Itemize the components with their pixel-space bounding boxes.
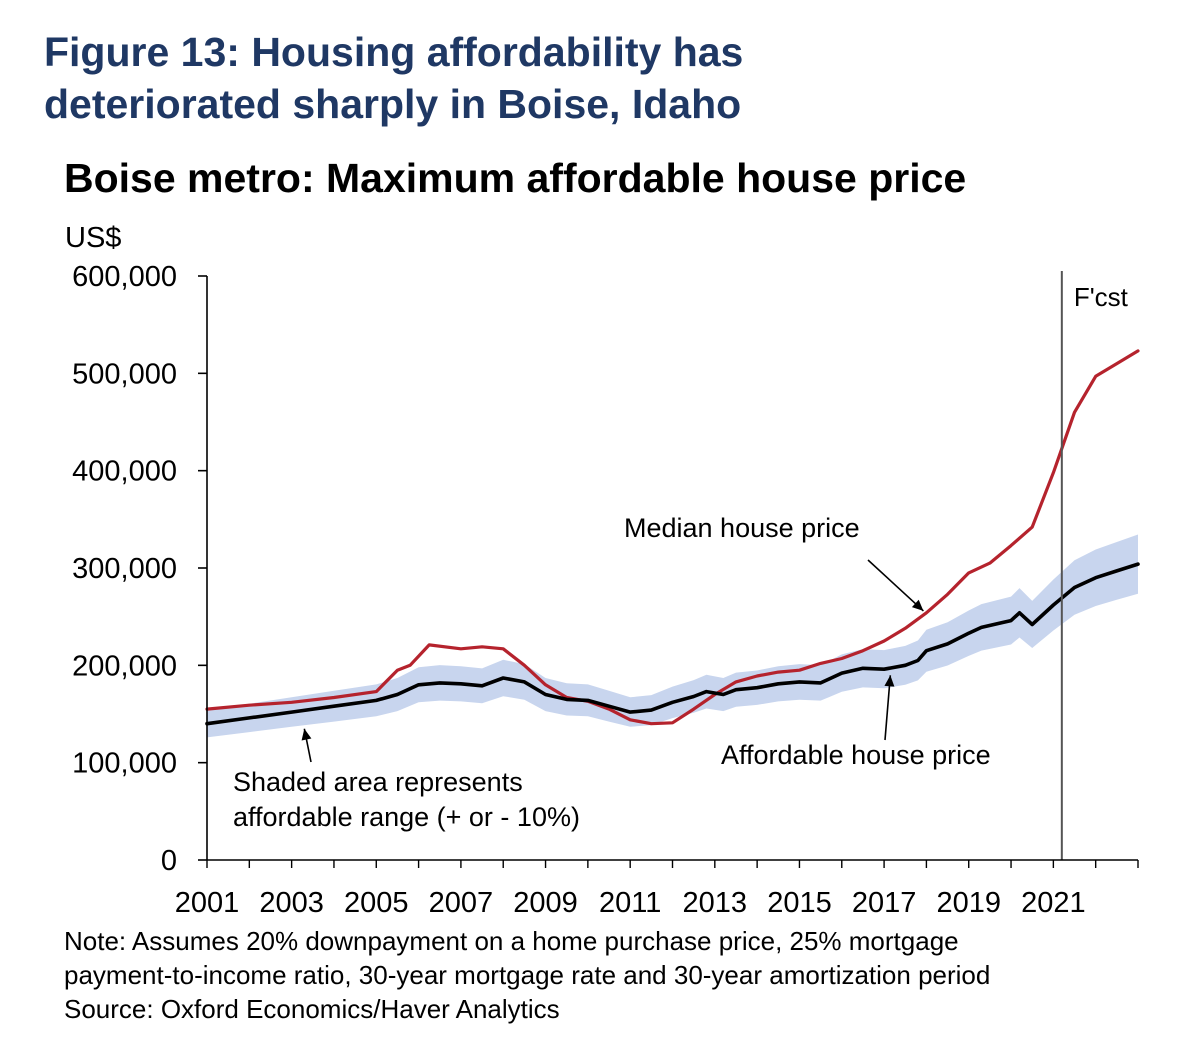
- figure-title: Figure 13: Housing affordability has det…: [44, 26, 1164, 130]
- x-tick-label: 2015: [767, 887, 832, 919]
- note-line-1: Note: Assumes 20% downpayment on a home …: [64, 926, 959, 956]
- y-tick-label: 500,000: [72, 358, 177, 390]
- chart-title: Boise metro: Maximum affordable house pr…: [64, 155, 967, 201]
- y-tick-label: 300,000: [72, 553, 177, 585]
- affordable-price-line: [205, 562, 1140, 726]
- chart-notes: Note: Assumes 20% downpayment on a home …: [64, 924, 1194, 1026]
- x-tick-label: 2011: [599, 887, 661, 919]
- x-tick-label: 2009: [513, 887, 578, 919]
- figure-title-line1: Figure 13: Housing affordability has: [44, 29, 744, 75]
- y-tick-label: 100,000: [72, 748, 177, 780]
- annotation-median-label: Median house price: [624, 513, 860, 543]
- x-tick-label: 2005: [344, 887, 409, 919]
- arrow-head: [911, 599, 924, 611]
- annotation-shaded-label-2: affordable range (+ or - 10%): [233, 802, 580, 832]
- x-tick-label: 2001: [175, 887, 240, 919]
- x-tick-label: 2007: [429, 887, 494, 919]
- y-tick-label: 200,000: [72, 650, 177, 682]
- arrow-head: [884, 675, 895, 687]
- annotation-median-arrow: [867, 559, 924, 612]
- x-tick-label: 2021: [1021, 887, 1086, 919]
- x-tick-label: 2013: [683, 887, 748, 919]
- forecast-label: F'cst: [1074, 282, 1129, 312]
- y-tick-label: 0: [161, 845, 177, 877]
- axes-layer: F'cst 0 100,000 200,000 300,000 400,000 500,00…: [65, 222, 1139, 919]
- arrow-head: [301, 728, 312, 741]
- arrow-shaft: [867, 559, 924, 612]
- annotation-affordable-label: Affordable house price: [721, 740, 991, 770]
- note-line-2: payment-to-income ratio, 30-year mortgag…: [64, 960, 991, 990]
- y-tick-label: 600,000: [72, 261, 177, 293]
- annotation-shaded-label: Shaded area represents: [233, 767, 523, 797]
- x-tick-label: 2019: [936, 887, 1001, 919]
- source-line: Source: Oxford Economics/Haver Analytics: [64, 994, 560, 1024]
- figure-title-line2: deteriorated sharply in Boise, Idaho: [44, 81, 742, 127]
- x-tick-label: 2003: [259, 887, 324, 919]
- y-tick-label: 400,000: [72, 456, 177, 488]
- annotation-affordable-arrow: [884, 675, 895, 741]
- annotation-layer: Median house price Affordable house price…: [233, 513, 991, 832]
- affordable-range-band: [207, 534, 1138, 738]
- x-tick-label: 2017: [852, 887, 917, 919]
- annotation-shaded-arrow: [301, 728, 312, 763]
- affordable-band-layer: [207, 534, 1138, 738]
- series-layer: [205, 349, 1140, 726]
- y-axis-unit: US$: [65, 222, 121, 254]
